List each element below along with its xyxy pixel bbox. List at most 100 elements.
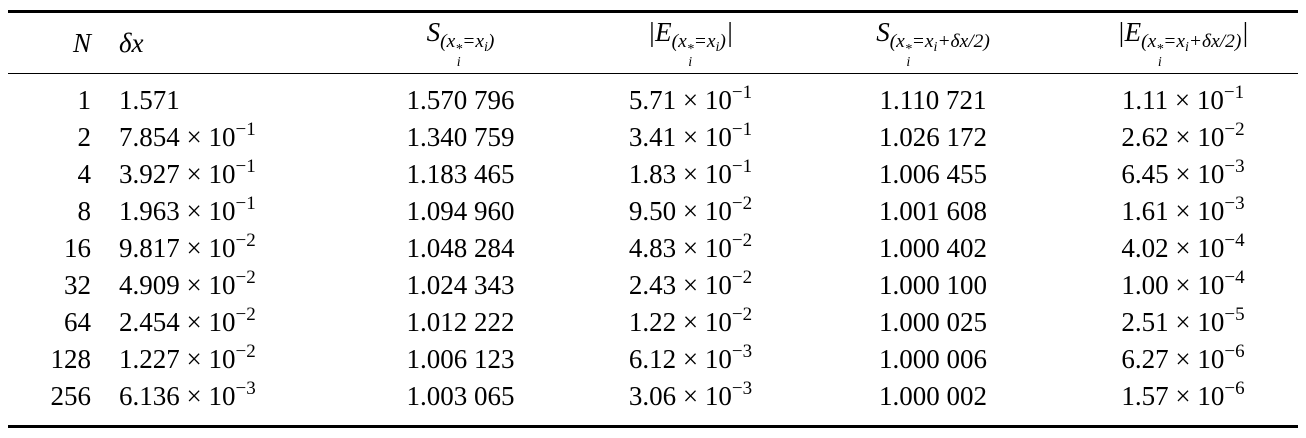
mantissa: 9.50 × 10 [628, 196, 732, 226]
table-cell: 1.83 × 10−1 [583, 156, 798, 193]
table-cell: 1.001 608 [879, 196, 987, 226]
sub-sup: * i [904, 41, 912, 70]
math-text: i [688, 54, 693, 70]
table-cell: 1.012 222 [406, 307, 515, 337]
math-text: S [876, 16, 890, 47]
subscript: i [905, 54, 912, 70]
table-row: 1 1.571 1.570 796 5.71 × 10−1 1.110 721 1.11 … [8, 74, 1298, 120]
superscript: * [1156, 42, 1163, 57]
exponent: −2 [235, 304, 256, 325]
table-cell: 256 [50, 381, 92, 411]
superscript: * [687, 42, 694, 57]
math-text: ) [487, 30, 495, 52]
table-cell: 1.000 402 [879, 233, 987, 263]
mantissa: 1.22 × 10 [628, 307, 732, 337]
math-text: =x [462, 30, 484, 52]
math-text: * [904, 41, 912, 57]
exponent: −4 [1224, 267, 1245, 288]
math-text: | [725, 16, 734, 47]
mantissa: 6.136 × 10 [119, 381, 236, 411]
exponent: −6 [1224, 378, 1245, 399]
mantissa: 4.02 × 10 [1121, 233, 1225, 263]
table-cell: 1.570 796 [406, 85, 515, 115]
math-text: i [933, 39, 938, 55]
table-cell: 6.27 × 10−6 [1068, 341, 1298, 378]
superscript: * [904, 41, 912, 57]
table-cell: 4.909 × 10−2 [103, 267, 338, 304]
mantissa: 2.454 × 10 [119, 307, 236, 337]
exponent: −2 [731, 230, 753, 251]
exponent: −2 [235, 341, 256, 362]
math-text: =x [1163, 30, 1186, 52]
mantissa: 3.41 × 10 [628, 122, 732, 152]
table-cell: 6.12 × 10−3 [583, 341, 798, 378]
exponent: −3 [731, 341, 753, 362]
table-cell: 1.024 343 [406, 270, 515, 300]
table-cell: 1.000 100 [879, 270, 987, 300]
table-row: 128 1.227 × 10−2 1.006 123 6.12 × 10−3 1.000… [8, 341, 1298, 378]
mantissa: 1.11 × 10 [1121, 85, 1224, 115]
subscript: (x * i =xi+δx/2) [1141, 30, 1241, 69]
header-cell: |E(x * i =xi+δx/2)| [1068, 12, 1298, 74]
table-cell: 2 [77, 122, 92, 152]
math-text: (x [440, 30, 456, 52]
table-cell: 1.00 × 10−4 [1068, 267, 1298, 304]
mantissa: 4.83 × 10 [628, 233, 732, 263]
mantissa: 2.51 × 10 [1121, 307, 1225, 337]
table-cell: 3.41 × 10−1 [583, 119, 798, 156]
subscript: i [455, 55, 462, 70]
table-cell: 64 [64, 307, 91, 337]
table-row: 64 2.454 × 10−2 1.012 222 1.22 × 10−2 1.000 … [8, 304, 1298, 341]
math-text: ) [719, 30, 726, 52]
table-cell: 1.000 006 [879, 344, 987, 374]
subscript: (x * i =xi+δx/2) [890, 31, 990, 69]
header-cell: N [8, 12, 103, 74]
math-text: (x [671, 30, 687, 52]
exponent: −1 [235, 156, 256, 177]
exponent: −6 [1224, 341, 1245, 362]
math-text: δx [119, 27, 144, 58]
table-row: 32 4.909 × 10−2 1.024 343 2.43 × 10−2 1.000 … [8, 267, 1298, 304]
table-row: 4 3.927 × 10−1 1.183 465 1.83 × 10−1 1.006 4… [8, 156, 1298, 193]
math-text: i [1157, 54, 1162, 70]
exponent: −2 [731, 267, 753, 288]
table-cell: 5.71 × 10−1 [583, 74, 798, 120]
table-cell: 3.06 × 10−3 [583, 378, 798, 427]
exponent: −4 [1224, 230, 1245, 251]
table-cell: 6.136 × 10−3 [103, 378, 338, 427]
table-cell: 1.571 [119, 85, 180, 115]
sub-sup: * i [687, 42, 694, 70]
subscript: i [715, 40, 719, 55]
table-cell: 6.45 × 10−3 [1068, 156, 1298, 193]
table-cell: 1.22 × 10−2 [583, 304, 798, 341]
table-cell: 1.57 × 10−6 [1068, 378, 1298, 427]
mantissa: 6.27 × 10 [1121, 344, 1225, 374]
mantissa: 6.45 × 10 [1121, 159, 1225, 189]
math-text: i [906, 54, 911, 70]
exponent: −3 [731, 378, 753, 399]
mantissa: 3.927 × 10 [119, 159, 236, 189]
table-cell: 1.183 465 [406, 159, 515, 189]
table-row: 2 7.854 × 10−1 1.340 759 3.41 × 10−1 1.026 1… [8, 119, 1298, 156]
exponent: −5 [1224, 304, 1245, 325]
table-cell: 1 [77, 85, 92, 115]
math-text: |E [647, 16, 672, 47]
math-text: N [72, 27, 91, 58]
table-cell: 32 [64, 270, 91, 300]
subscript: (x * i =xi) [440, 30, 495, 69]
table-cell: 9.50 × 10−2 [583, 193, 798, 230]
table-cell: 16 [64, 233, 91, 263]
table-cell: 1.110 721 [879, 85, 987, 115]
exponent: −3 [1224, 193, 1245, 214]
table-body: 1 1.571 1.570 796 5.71 × 10−1 1.110 721 1.11 … [8, 74, 1298, 427]
table-cell: 1.11 × 10−1 [1068, 74, 1298, 120]
table-cell: 2.51 × 10−5 [1068, 304, 1298, 341]
exponent: −2 [731, 304, 753, 325]
header-cell: δx [103, 12, 338, 74]
mantissa: 3.06 × 10 [628, 381, 732, 411]
table-cell: 128 [50, 344, 92, 374]
math-text: i [1185, 39, 1189, 55]
